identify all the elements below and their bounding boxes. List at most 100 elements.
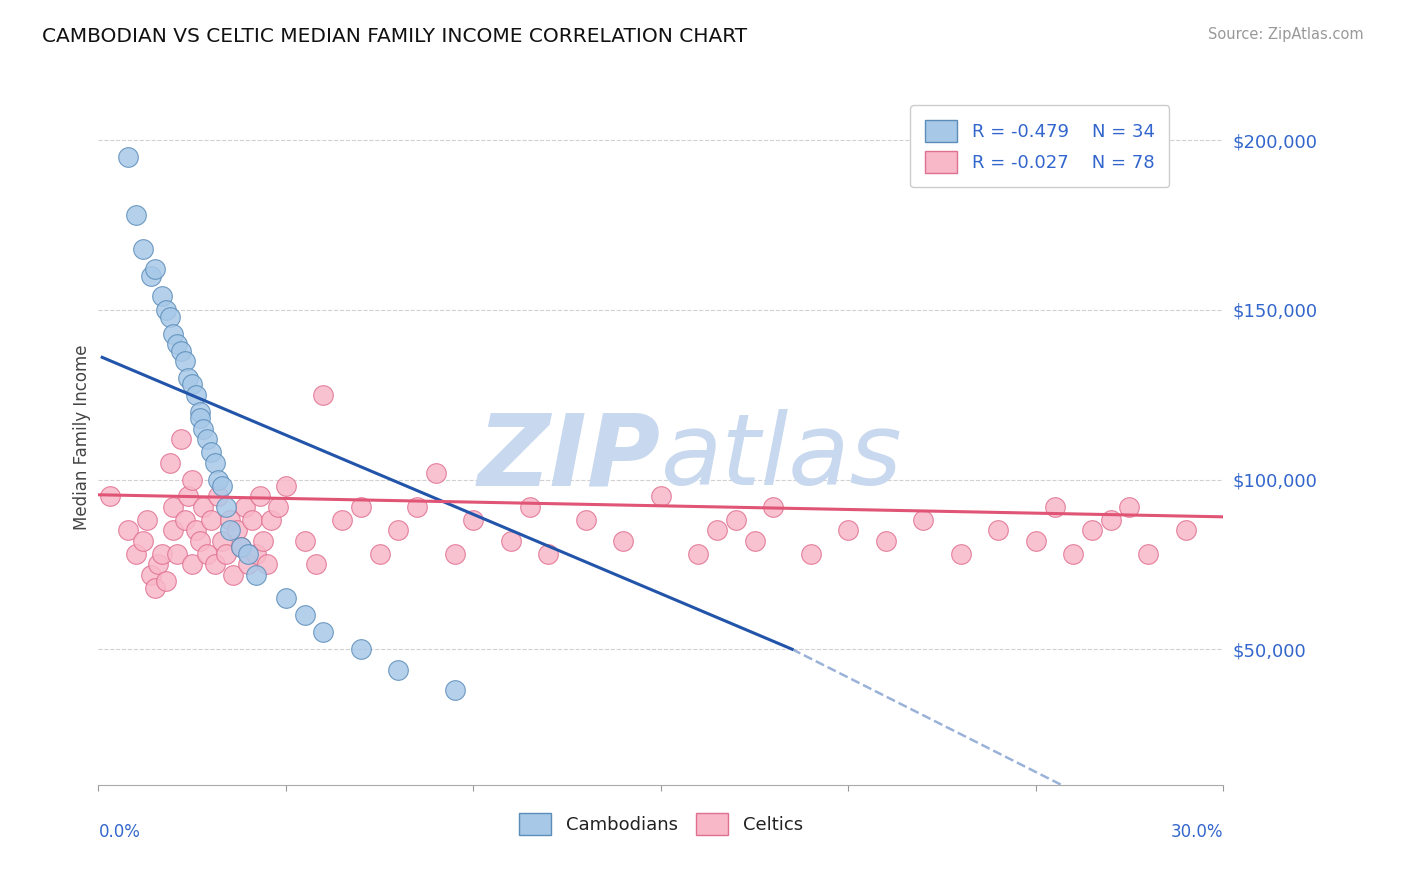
Point bbox=[181, 473, 204, 487]
Point bbox=[912, 513, 935, 527]
Point bbox=[238, 558, 260, 572]
Point bbox=[875, 533, 897, 548]
Point bbox=[249, 490, 271, 504]
Point bbox=[204, 558, 226, 572]
Point bbox=[184, 387, 207, 401]
Point bbox=[159, 456, 181, 470]
Point bbox=[406, 500, 429, 514]
Point bbox=[181, 558, 204, 572]
Point bbox=[166, 336, 188, 351]
Point bbox=[204, 456, 226, 470]
Point bbox=[215, 500, 238, 514]
Point bbox=[155, 302, 177, 317]
Point bbox=[98, 490, 121, 504]
Point bbox=[226, 524, 249, 538]
Point bbox=[218, 524, 240, 538]
Point bbox=[800, 547, 823, 561]
Text: Source: ZipAtlas.com: Source: ZipAtlas.com bbox=[1208, 27, 1364, 42]
Point bbox=[139, 567, 162, 582]
Point bbox=[387, 524, 409, 538]
Point bbox=[170, 343, 193, 358]
Point bbox=[987, 524, 1010, 538]
Point bbox=[188, 404, 211, 418]
Point bbox=[706, 524, 728, 538]
Point bbox=[162, 326, 184, 341]
Point bbox=[245, 547, 267, 561]
Point bbox=[193, 421, 215, 435]
Point bbox=[143, 581, 166, 595]
Point bbox=[117, 524, 139, 538]
Point bbox=[222, 567, 245, 582]
Point bbox=[143, 262, 166, 277]
Y-axis label: Median Family Income: Median Family Income bbox=[73, 344, 91, 530]
Point bbox=[195, 547, 218, 561]
Point bbox=[207, 490, 229, 504]
Point bbox=[229, 541, 252, 555]
Legend: Cambodians, Celtics: Cambodians, Celtics bbox=[519, 813, 803, 835]
Point bbox=[744, 533, 766, 548]
Point bbox=[350, 500, 373, 514]
Point bbox=[170, 432, 193, 446]
Point bbox=[305, 558, 328, 572]
Point bbox=[162, 524, 184, 538]
Point bbox=[155, 574, 177, 589]
Point bbox=[125, 547, 148, 561]
Point bbox=[200, 445, 222, 459]
Point bbox=[762, 500, 785, 514]
Point bbox=[132, 242, 155, 256]
Point bbox=[612, 533, 634, 548]
Point bbox=[1043, 500, 1066, 514]
Point bbox=[150, 289, 173, 303]
Point bbox=[575, 513, 598, 527]
Point bbox=[211, 533, 233, 548]
Point bbox=[387, 663, 409, 677]
Point bbox=[1137, 547, 1160, 561]
Point bbox=[188, 533, 211, 548]
Point bbox=[139, 268, 162, 283]
Point bbox=[443, 547, 465, 561]
Point bbox=[650, 490, 672, 504]
Point bbox=[519, 500, 541, 514]
Point bbox=[218, 513, 240, 527]
Point bbox=[368, 547, 391, 561]
Point bbox=[177, 370, 200, 384]
Point bbox=[162, 500, 184, 514]
Point bbox=[294, 608, 316, 623]
Text: atlas: atlas bbox=[661, 409, 903, 507]
Point bbox=[1174, 524, 1197, 538]
Text: ZIP: ZIP bbox=[478, 409, 661, 507]
Point bbox=[267, 500, 290, 514]
Point bbox=[173, 353, 195, 368]
Point bbox=[274, 479, 297, 493]
Point bbox=[1118, 500, 1140, 514]
Point bbox=[1081, 524, 1104, 538]
Point bbox=[240, 513, 263, 527]
Point bbox=[499, 533, 522, 548]
Point bbox=[724, 513, 747, 527]
Point bbox=[463, 513, 485, 527]
Point bbox=[132, 533, 155, 548]
Point bbox=[294, 533, 316, 548]
Text: 30.0%: 30.0% bbox=[1171, 823, 1223, 841]
Point bbox=[166, 547, 188, 561]
Point bbox=[148, 558, 170, 572]
Point bbox=[181, 377, 204, 392]
Point bbox=[215, 547, 238, 561]
Point bbox=[1062, 547, 1084, 561]
Point bbox=[159, 310, 181, 324]
Point bbox=[193, 500, 215, 514]
Point bbox=[312, 387, 335, 401]
Point bbox=[260, 513, 283, 527]
Point bbox=[537, 547, 560, 561]
Point bbox=[188, 411, 211, 425]
Point bbox=[195, 432, 218, 446]
Point bbox=[274, 591, 297, 606]
Point bbox=[177, 490, 200, 504]
Point bbox=[688, 547, 710, 561]
Point bbox=[136, 513, 159, 527]
Point bbox=[117, 150, 139, 164]
Point bbox=[350, 642, 373, 657]
Point bbox=[173, 513, 195, 527]
Point bbox=[443, 682, 465, 697]
Point bbox=[1099, 513, 1122, 527]
